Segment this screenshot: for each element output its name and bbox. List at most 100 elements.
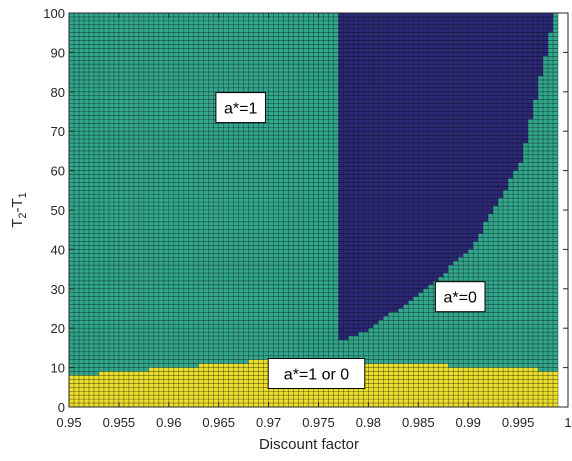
heatmap-cell (238, 363, 244, 407)
x-ticks: 0.95 0.955 0.96 0.965 0.97 0.975 0.98 0.985 0.99… (56, 13, 572, 430)
heatmap-cell (428, 13, 434, 285)
heatmap-cell (238, 13, 244, 364)
heatmap-cell (503, 190, 509, 368)
heatmap-cell (348, 336, 354, 364)
heatmap-cell (143, 13, 149, 372)
y-tick-label: 10 (51, 361, 65, 376)
heatmap-cell (228, 13, 234, 364)
heatmap-cell (433, 363, 439, 407)
heatmap-cell (358, 13, 364, 333)
heatmap-cell (418, 13, 424, 293)
heatmap-cell (408, 13, 414, 301)
heatmap-cell (343, 13, 349, 341)
heatmap-cell (398, 13, 404, 309)
heatmap-cell (233, 13, 239, 364)
heatmap-cell (438, 13, 444, 277)
heatmap-cell (213, 363, 219, 407)
heatmap-cell (338, 13, 344, 341)
heatmap-cell (338, 340, 344, 360)
heatmap-cell (538, 371, 544, 407)
heatmap-cell (128, 371, 134, 407)
y-tick-label: 70 (51, 124, 65, 139)
x-tick-label: 0.995 (502, 415, 535, 430)
heatmap-cell (483, 13, 489, 222)
heatmap-cell (548, 371, 554, 407)
heatmap-cell (443, 273, 449, 364)
heatmap-cell (488, 13, 494, 214)
heatmap-cell (228, 363, 234, 407)
heatmap-cell (98, 13, 104, 372)
heatmap-cells (68, 12, 559, 408)
heatmap-cell (378, 320, 384, 364)
heatmap-cell (128, 13, 134, 372)
heatmap-cell (528, 119, 534, 368)
heatmap-cell (443, 363, 449, 407)
heatmap-cell (113, 13, 119, 372)
heatmap-cell (398, 363, 404, 407)
heatmap-cell (103, 371, 109, 407)
heatmap-cell (343, 340, 349, 360)
y-tick-label: 30 (51, 282, 65, 297)
heatmap-cell (438, 363, 444, 407)
heatmap-cell (393, 363, 399, 407)
heatmap-cell (553, 13, 559, 372)
heatmap-cell (213, 13, 219, 364)
heatmap-cell (503, 13, 509, 191)
heatmap-cell (363, 363, 369, 407)
annotation-box (434, 281, 486, 313)
heatmap-cell (203, 363, 209, 407)
x-tick-label: 0.99 (456, 415, 481, 430)
y-tick-label: 100 (43, 6, 65, 21)
heatmap-cell (538, 76, 544, 372)
heatmap-cell (543, 371, 549, 407)
heatmap-cell (483, 221, 489, 368)
x-tick-label: 0.95 (56, 415, 81, 430)
y-tick-label: 0 (58, 400, 65, 415)
heatmap-cell (488, 213, 494, 368)
heatmap-cell (243, 13, 249, 364)
heatmap-cell (143, 371, 149, 407)
heatmap-cell (223, 363, 229, 407)
heatmap-cell (223, 13, 229, 364)
heatmap-cell (98, 371, 104, 407)
heatmap-cell (203, 13, 209, 364)
y-axis-label: T2-T1 (9, 192, 29, 228)
heatmap-cell (543, 13, 549, 57)
heatmap-cell (118, 13, 124, 372)
heatmap-cell (433, 280, 439, 364)
annotation-label: a*=1 (224, 101, 257, 118)
heatmap-cell (378, 363, 384, 407)
heatmap-cell (408, 363, 414, 407)
heatmap-cell (373, 363, 379, 407)
heatmap-cell (428, 363, 434, 407)
heatmap-cell (118, 371, 124, 407)
heatmap-cell (208, 13, 214, 364)
y-ticks: 0 10 20 30 40 50 60 70 80 90 100 (43, 6, 568, 415)
heatmap-cell (108, 13, 114, 372)
annotation-box (267, 358, 366, 389)
heatmap-cell (523, 13, 529, 144)
x-axis-label: Discount factor (259, 436, 359, 453)
heatmap-cell (413, 296, 419, 364)
heatmap-cell (423, 363, 429, 407)
heatmap-cell (383, 363, 389, 407)
heatmap-cell (413, 363, 419, 407)
heatmap-cell (373, 13, 379, 325)
heatmap-cell (463, 13, 469, 254)
heatmap-cell (123, 13, 129, 372)
heatmap-cell (453, 13, 459, 262)
heatmap-cell (548, 13, 554, 33)
heatmap-cell (403, 304, 409, 364)
heatmap-cell (353, 336, 359, 364)
heatmap-cell (453, 261, 459, 368)
heatmap-cell (138, 13, 144, 372)
annotations: a*=1 a*=0 a*=1 or 0 (215, 92, 486, 389)
heatmap-cell (423, 288, 429, 364)
heatmap-cell (523, 143, 529, 368)
heatmap-cell (113, 371, 119, 407)
heatmap-cell (388, 363, 394, 407)
x-tick-label: 0.97 (256, 415, 281, 430)
heatmap-cell (388, 312, 394, 364)
x-tick-label: 0.955 (103, 415, 136, 430)
heatmap-cell (243, 363, 249, 407)
